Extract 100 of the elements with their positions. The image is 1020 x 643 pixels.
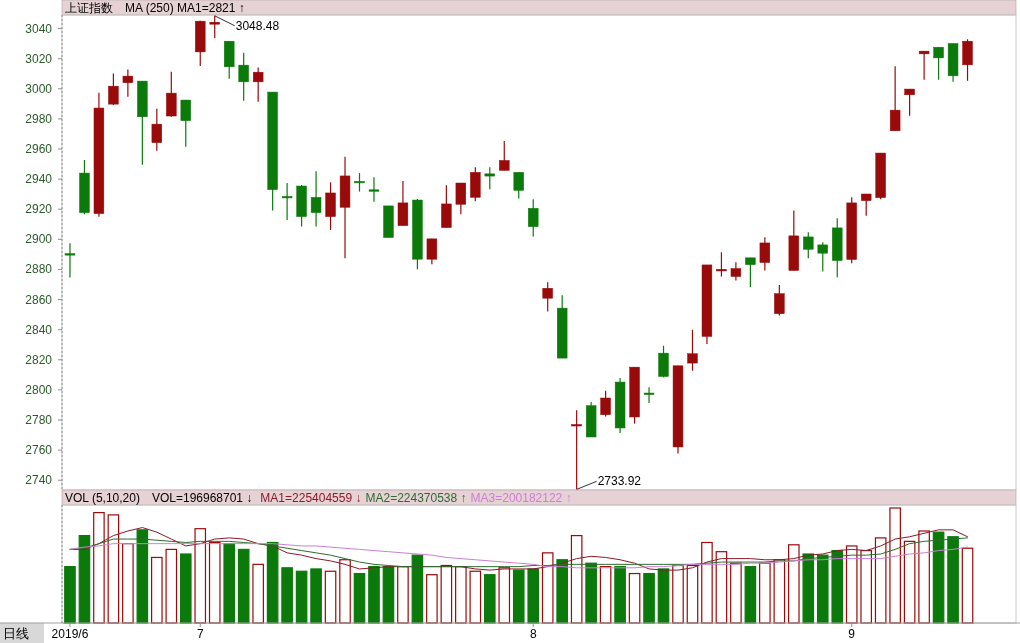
- bar: [151, 556, 163, 624]
- candlestick: [571, 409, 582, 490]
- bar: [541, 552, 554, 624]
- candlestick: [542, 281, 553, 313]
- candlestick: [151, 108, 162, 152]
- candlestick: [759, 236, 771, 272]
- chart-title: VOL (5,10,20): [65, 491, 140, 505]
- y-tick-label: 3000: [25, 81, 53, 96]
- y-tick-label: 2820: [25, 352, 53, 367]
- candlestick: [64, 242, 76, 279]
- candlestick: [918, 50, 930, 81]
- bar: [122, 543, 134, 624]
- candlestick: [252, 66, 264, 103]
- bar: [614, 566, 626, 624]
- bar: [368, 566, 380, 624]
- y-tick-label: 2980: [25, 111, 53, 126]
- bar: [918, 530, 930, 624]
- bar: [889, 507, 901, 624]
- bar: [643, 572, 655, 624]
- bar: [686, 564, 699, 624]
- bar: [961, 547, 974, 624]
- y-tick-label: 2760: [25, 443, 53, 458]
- annotation: 3048.48: [235, 18, 280, 33]
- x-tick-label: 2019/6: [51, 627, 89, 641]
- candlestick: [600, 390, 611, 417]
- bar: [136, 529, 149, 624]
- bar: [802, 553, 815, 624]
- bar: [585, 562, 597, 624]
- y-tick-label: 3020: [25, 51, 53, 66]
- bar: [657, 568, 670, 624]
- x-tick-label: 9: [848, 627, 856, 641]
- candlestick: [499, 140, 510, 171]
- bar: [64, 566, 76, 624]
- candlestick: [817, 241, 828, 273]
- y-tick-label: 2880: [25, 262, 53, 277]
- candlestick: [209, 15, 220, 39]
- y-tick-label: 2860: [25, 292, 53, 307]
- bar: [93, 512, 105, 624]
- bar: [628, 572, 641, 624]
- bar: [672, 564, 684, 624]
- bar: [237, 548, 250, 624]
- bar: [744, 566, 757, 624]
- bar: [194, 528, 207, 624]
- bar: [874, 537, 887, 624]
- bar: [759, 562, 771, 624]
- candlestick: [455, 182, 467, 215]
- candlestick: [528, 198, 539, 238]
- bar: [570, 535, 583, 624]
- y-tick-label: 3040: [25, 21, 53, 36]
- bar: [382, 566, 395, 624]
- y-tick-label: 2840: [25, 322, 53, 337]
- bar: [773, 559, 786, 624]
- chart-subtitle: MA (250) MA1=2821 ↑: [125, 1, 245, 15]
- y-tick-label: 2780: [25, 412, 53, 427]
- candlestick: [281, 182, 293, 221]
- bar: [701, 541, 713, 624]
- bar: [411, 554, 424, 624]
- y-tick-label: 2900: [25, 232, 53, 247]
- bar: [599, 566, 612, 624]
- candlestick: [962, 38, 973, 82]
- x-tick-label: 8: [529, 627, 537, 641]
- bar: [397, 566, 409, 624]
- bar: [223, 543, 236, 624]
- bar: [498, 567, 511, 624]
- candlestick: [803, 231, 814, 259]
- candlestick: [643, 386, 655, 404]
- candlestick: [108, 72, 119, 106]
- y-tick-label: 2740: [25, 473, 53, 488]
- bar: [469, 570, 482, 624]
- y-tick-label: 2960: [25, 141, 53, 156]
- annotation: 2733.92: [597, 474, 642, 489]
- chart-subtitle: VOL=196968701 ↓: [151, 491, 253, 505]
- bar: [179, 553, 192, 624]
- bar: [252, 563, 264, 624]
- bar: [324, 570, 337, 624]
- candlestick: [310, 170, 322, 228]
- text: MA2=224370538 ↑: [365, 491, 467, 505]
- candlestick: [484, 166, 495, 190]
- bar: [440, 564, 453, 624]
- candlestick: [426, 238, 438, 265]
- candlestick: [904, 88, 915, 117]
- candlestick: [325, 181, 336, 231]
- bar: [295, 570, 308, 624]
- bar: [556, 559, 568, 624]
- candlestick: [716, 251, 727, 278]
- bar: [715, 551, 728, 624]
- candlestick: [354, 172, 365, 193]
- text: MA1=225404559 ↓: [260, 491, 362, 505]
- candlestick: [774, 284, 785, 317]
- bar: [339, 559, 351, 624]
- bar: [947, 536, 959, 624]
- bar: [831, 549, 844, 624]
- bar: [165, 548, 178, 624]
- candlestick: [730, 261, 742, 282]
- candlestick: [122, 68, 134, 98]
- bar: [730, 562, 742, 624]
- bar: [78, 535, 91, 624]
- bar: [860, 549, 872, 624]
- bar: [281, 567, 293, 624]
- candlestick: [238, 52, 249, 102]
